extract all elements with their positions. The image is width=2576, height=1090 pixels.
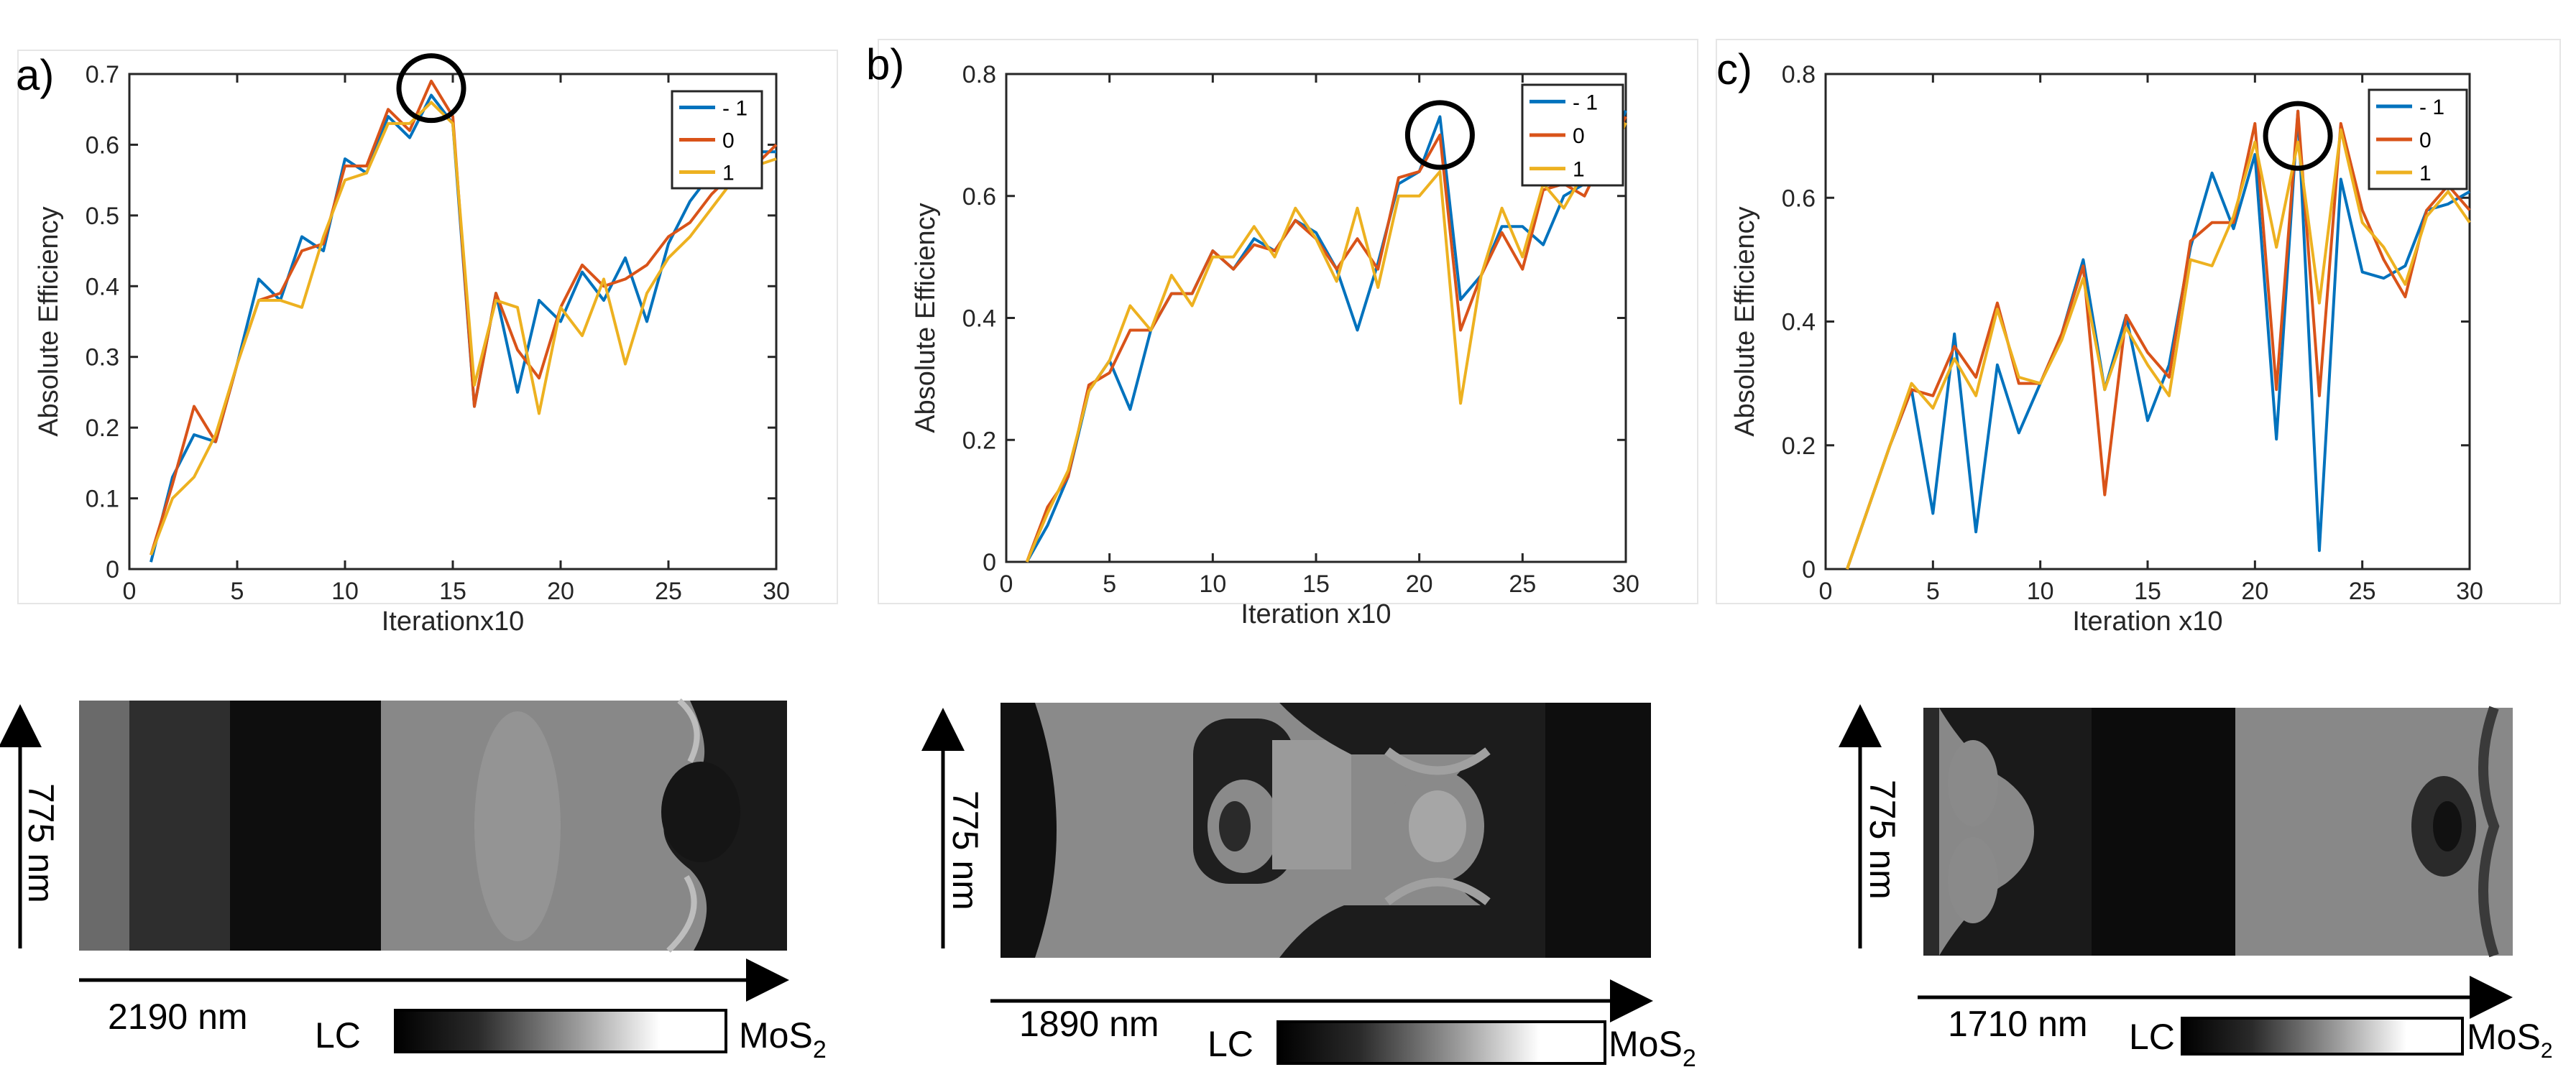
highlight-circle xyxy=(396,53,466,124)
series-line-zero xyxy=(1846,109,2471,570)
width-label-b: 1890 nm xyxy=(1019,1004,1159,1044)
legend-entry: 0 xyxy=(1573,124,1585,148)
legend-entry: - 1 xyxy=(2419,96,2444,119)
y-tick-label: 0.6 xyxy=(1782,185,1816,212)
y-tick-label: 0.5 xyxy=(86,203,119,230)
x-tick-label: 25 xyxy=(655,578,682,605)
y-tick-label: 0.8 xyxy=(1782,61,1816,88)
x-tick-label: 20 xyxy=(1406,571,1433,598)
legend-entry: - 1 xyxy=(1573,91,1598,114)
y-tick-label: 0.2 xyxy=(1782,433,1816,460)
legend-entry: 1 xyxy=(1573,158,1585,182)
x-axis-label: Iteration x10 xyxy=(2072,606,2222,637)
panel-label: a) xyxy=(16,51,54,99)
colorbar-left-label: LC xyxy=(2129,1017,2175,1057)
y-tick-label: 0.2 xyxy=(86,415,119,442)
x-tick-label: 30 xyxy=(763,578,790,605)
x-tick-label: 20 xyxy=(2241,578,2268,605)
x-tick-label: 15 xyxy=(2134,578,2161,605)
x-tick-label: 5 xyxy=(1926,578,1940,605)
series-line-one xyxy=(150,101,777,556)
series-line-zero xyxy=(1025,116,1627,563)
y-tick-label: 0.2 xyxy=(962,427,996,454)
legend-entry: 1 xyxy=(722,162,735,185)
colorbar-right-label: MoS2 xyxy=(739,1015,827,1063)
y-axis-label: Absolute Efficiency xyxy=(34,206,64,436)
x-tick-label: 0 xyxy=(1000,571,1013,598)
highlight-circle xyxy=(1404,100,1475,170)
chart-panel-a: 0 5 10 15 20 25 3000.10.20.30.40.50.60.7Iterat… xyxy=(16,50,838,637)
colorbar-right-label: MoS2 xyxy=(1609,1024,1696,1072)
y-tick-label: 0.4 xyxy=(1782,309,1816,336)
colorbar-left-label: LC xyxy=(1208,1024,1254,1064)
panel-label: b) xyxy=(866,40,904,88)
axes-box xyxy=(128,73,778,571)
legend-entry: 0 xyxy=(2419,129,2432,152)
domain-map-a xyxy=(79,698,787,953)
x-tick-label: 15 xyxy=(1302,571,1330,598)
height-label-a: 775 nm xyxy=(21,783,61,903)
y-axis-label: Absolute Efficiency xyxy=(1730,206,1760,436)
y-tick-label: 0.8 xyxy=(962,61,996,88)
x-tick-label: 30 xyxy=(2456,578,2483,605)
y-tick-label: 0.7 xyxy=(86,61,119,88)
colorbar-right-label: MoS2 xyxy=(2467,1017,2553,1063)
x-tick-label: 25 xyxy=(1509,571,1536,598)
y-tick-label: 0.1 xyxy=(86,486,119,513)
x-tick-label: 20 xyxy=(547,578,574,605)
x-tick-label: 10 xyxy=(1199,571,1226,598)
x-tick-label: 5 xyxy=(231,578,244,605)
height-label-b: 775 nm xyxy=(945,790,985,910)
x-tick-label: 10 xyxy=(331,578,359,605)
x-axis-label: Iterationx10 xyxy=(382,606,525,637)
domain-map-b xyxy=(1000,703,1651,958)
width-label-a: 2190 nm xyxy=(108,997,248,1037)
highlight-circle xyxy=(2263,101,2333,171)
series-line-minus1 xyxy=(1025,110,1627,563)
colorbar-b: LC MoS2 xyxy=(1208,1020,1696,1072)
x-tick-label: 25 xyxy=(2349,578,2376,605)
colorbar-a: LC MoS2 xyxy=(315,1009,827,1063)
y-tick-label: 0 xyxy=(983,549,996,576)
legend-entry: - 1 xyxy=(722,97,748,121)
colorbar-c: LC MoS2 xyxy=(2129,1017,2553,1063)
x-tick-label: 30 xyxy=(1612,571,1639,598)
colorbar-left-label: LC xyxy=(315,1015,361,1056)
height-label-c: 775 nm xyxy=(1862,780,1903,900)
legend-entry: 1 xyxy=(2419,162,2432,185)
x-tick-label: 0 xyxy=(1819,578,1833,605)
panel-label: c) xyxy=(1716,45,1752,93)
x-tick-label: 5 xyxy=(1103,571,1116,598)
x-tick-label: 15 xyxy=(439,578,466,605)
x-tick-label: 10 xyxy=(2027,578,2054,605)
x-tick-label: 0 xyxy=(123,578,137,605)
series-line-one xyxy=(1025,122,1627,563)
y-tick-label: 0.4 xyxy=(86,273,119,300)
legend-entry: 0 xyxy=(722,129,735,153)
y-tick-label: 0.3 xyxy=(86,344,119,371)
width-label-c: 1710 nm xyxy=(1948,1004,2088,1044)
y-tick-label: 0.4 xyxy=(962,305,996,333)
domain-map-c xyxy=(1923,706,2513,958)
y-tick-label: 0 xyxy=(1802,556,1816,583)
y-axis-label: Absolute Efficiency xyxy=(911,203,941,433)
x-axis-label: Iteration x10 xyxy=(1241,599,1391,629)
y-tick-label: 0 xyxy=(106,556,119,583)
y-tick-label: 0.6 xyxy=(962,183,996,211)
series-line-one xyxy=(1846,128,2471,570)
y-tick-label: 0.6 xyxy=(86,131,119,159)
